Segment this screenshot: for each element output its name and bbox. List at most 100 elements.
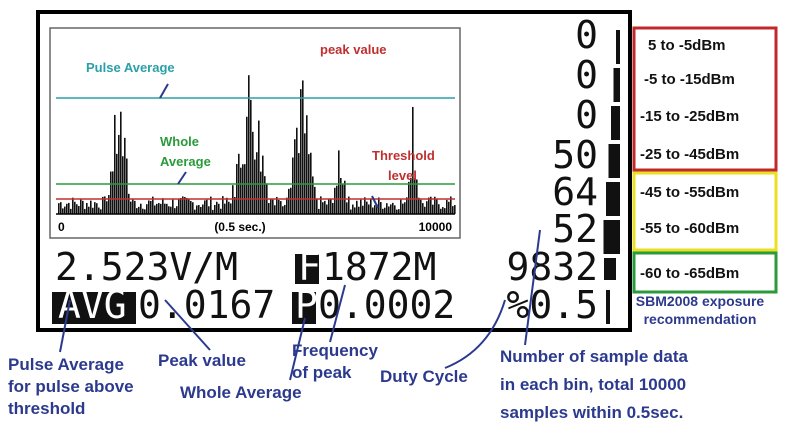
annotation: Pulse Average [8,355,124,374]
histogram-bar [432,204,434,214]
histogram-bar [454,205,456,214]
histogram-bar [126,158,128,214]
histogram-bar [412,106,414,214]
histogram-bar [400,199,402,214]
histogram-bar [160,203,162,214]
histogram-bar [134,200,136,214]
histogram-bar [410,177,412,214]
histogram-bar [338,150,340,214]
histogram-bar [322,202,324,214]
histogram-bar [58,203,60,214]
histogram-bar [444,208,446,214]
arrow [177,171,187,185]
histogram-bar [414,178,416,214]
histogram-bar [252,131,254,214]
histogram-bar [60,202,62,214]
histogram-bar [408,181,410,214]
histogram-bar [184,197,186,214]
histogram-bar [450,196,452,214]
histogram-bar [282,206,284,214]
histogram-bar [360,199,362,214]
legend-level: -45 to -55dBm [640,184,739,201]
histogram-bar [312,176,314,214]
histogram-bar [242,164,244,214]
histogram-bar [72,197,74,214]
histogram-bar [440,208,442,214]
histogram-bar [202,204,204,214]
histogram-bar [120,111,122,214]
histogram-bar [186,197,188,214]
histogram-bar [290,187,292,214]
histogram-bar [74,201,76,214]
histogram-bar [180,197,182,214]
histogram-bar [118,134,120,214]
histogram-bar [234,197,236,214]
meter-segment [606,182,620,216]
histogram-bar [112,171,114,214]
bin-count: 52 [552,207,598,251]
annotation: for pulse above [8,377,134,396]
histogram-bar [304,133,306,214]
histogram-bar [272,199,274,214]
bin-count: 0 [575,53,598,97]
histogram-bar [314,186,316,214]
histogram-bar [240,167,242,214]
histogram-bar [424,206,426,214]
histogram-bar [368,204,370,214]
histogram-bar [208,206,210,214]
histogram-bar [132,199,134,214]
histogram-bar [130,201,132,214]
arrows [59,83,541,381]
histogram-bar [168,206,170,214]
histogram-bar [206,199,208,214]
histogram-bar [166,203,168,214]
histogram-bar [318,208,320,214]
histogram-bar [448,201,450,214]
meter-segment [616,30,620,64]
histogram-bar [316,198,318,214]
histogram-bar [350,209,352,214]
pulse-average-reading: 0.0167 [138,283,275,327]
histogram-bar [138,206,140,214]
legend-level: 5 to -5dBm [648,37,726,54]
whole-average-label: Whole [160,134,199,149]
histogram-bar [278,199,280,214]
histogram-bar [390,204,392,214]
histogram-bar [442,207,444,214]
annotation: Duty Cycle [380,367,468,386]
annotation: samples within 0.5sec. [500,403,683,422]
histogram-bar [402,203,404,214]
histogram-bar [420,199,422,214]
histogram-bar [102,196,104,214]
histogram-bar [382,208,384,214]
histogram-bar [136,208,138,214]
axis-label: (0.5 sec.) [214,220,265,234]
meter-segment [604,258,616,280]
legend-note: SBM2008 exposure [636,293,765,309]
histogram-bar [228,201,230,214]
histogram-bar [128,193,130,214]
histogram-bar [88,206,90,214]
histogram-bar [430,196,432,214]
legend-red [632,26,778,172]
histogram-bar [294,139,296,214]
histogram-bar [246,116,248,214]
histogram-bar [250,99,252,214]
histogram-bar [218,203,220,214]
legend-level: -15 to -25dBm [640,108,739,125]
histogram-bar [262,155,264,214]
histogram-bar [66,203,68,214]
histogram-bar [372,207,374,214]
histogram-bar [404,202,406,214]
histogram-bar [396,209,398,214]
histogram-bar [416,179,418,214]
histogram-bar [374,205,376,214]
histogram-bar [306,115,308,214]
histogram-bar [254,159,256,214]
whole-average-reading: 0.0002 [318,283,455,327]
histogram-bar [152,196,154,214]
histogram-bar [384,207,386,214]
histogram-bar [76,204,78,214]
histogram-bar [330,199,332,214]
